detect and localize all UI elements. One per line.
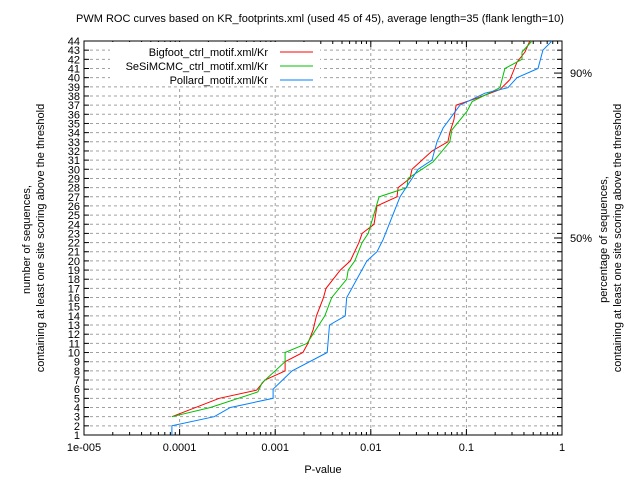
y-tick-label: 7 bbox=[74, 375, 80, 387]
y-tick-label: 20 bbox=[68, 256, 80, 268]
grid bbox=[84, 41, 562, 435]
x-tick-label: 1e-005 bbox=[67, 442, 101, 454]
y-axis-label-line-1: number of sequences, bbox=[21, 185, 33, 294]
legend-label-2: SeSiMCMC_ctrl_motif.xml/Kr bbox=[126, 61, 269, 73]
y-tick-label: 8 bbox=[74, 366, 80, 378]
y-tick-label: 41 bbox=[68, 63, 80, 75]
y-tick-label: 12 bbox=[68, 329, 80, 341]
y-tick-label: 31 bbox=[68, 155, 80, 167]
y-axis-label: number of sequences, containing at least… bbox=[21, 104, 47, 372]
y-tick-label: 32 bbox=[68, 146, 80, 158]
y-tick-label: 10 bbox=[68, 348, 80, 360]
y-tick-label: 9 bbox=[74, 357, 80, 369]
y-tick-label: 23 bbox=[68, 228, 80, 240]
y-tick-label: 39 bbox=[68, 82, 80, 94]
y-tick-label: 22 bbox=[68, 238, 80, 250]
y-tick-label: 11 bbox=[69, 338, 80, 350]
y-tick-label: 17 bbox=[68, 283, 80, 295]
y-tick-label: 42 bbox=[68, 54, 80, 66]
y-tick-label: 14 bbox=[68, 311, 80, 323]
y-tick-label: 26 bbox=[68, 201, 80, 213]
y2-tick-label: 90% bbox=[570, 68, 592, 80]
axes: 1234567891011121314151617181920212223242… bbox=[67, 36, 592, 454]
legend-label-1: Bigfoot_ctrl_motif.xml/Kr bbox=[149, 47, 269, 59]
y-tick-label: 1 bbox=[74, 430, 80, 442]
legend-label-3: Pollard_motif.xml/Kr bbox=[170, 75, 269, 87]
y2-axis-label: percentage of sequences, containing at l… bbox=[598, 104, 624, 372]
chart-title: PWM ROC curves based on KR_footprints.xm… bbox=[76, 13, 564, 25]
y-tick-label: 28 bbox=[68, 183, 80, 195]
y-tick-label: 30 bbox=[68, 164, 80, 176]
y-tick-label: 3 bbox=[74, 412, 80, 424]
y-tick-label: 34 bbox=[68, 128, 80, 140]
y-tick-label: 25 bbox=[68, 210, 80, 222]
legend: Bigfoot_ctrl_motif.xml/Kr SeSiMCMC_ctrl_m… bbox=[110, 42, 320, 87]
x-tick-label: 0.001 bbox=[261, 442, 289, 454]
y-tick-label: 33 bbox=[68, 137, 80, 149]
y-tick-label: 38 bbox=[68, 91, 80, 103]
y-tick-label: 15 bbox=[68, 302, 80, 314]
y-tick-label: 19 bbox=[68, 265, 80, 277]
y2-axis-label-line-2: containing at least one site scoring abo… bbox=[612, 104, 624, 372]
series-lines bbox=[171, 40, 553, 435]
y-tick-label: 44 bbox=[68, 36, 80, 48]
legend-background bbox=[110, 42, 320, 86]
y-tick-label: 2 bbox=[74, 421, 80, 433]
y-tick-label: 27 bbox=[68, 192, 80, 204]
x-tick-label: 0.01 bbox=[360, 442, 381, 454]
y-tick-label: 21 bbox=[68, 247, 80, 259]
y-tick-label: 16 bbox=[68, 293, 80, 305]
y-tick-label: 18 bbox=[68, 274, 80, 286]
y-tick-label: 13 bbox=[68, 320, 80, 332]
y2-axis-label-line-1: percentage of sequences, bbox=[598, 176, 610, 303]
x-tick-label: 0.1 bbox=[459, 442, 474, 454]
x-tick-label: 0.0001 bbox=[163, 442, 197, 454]
y-tick-label: 6 bbox=[74, 384, 80, 396]
y-tick-label: 36 bbox=[68, 109, 80, 121]
series-line-3 bbox=[171, 40, 553, 435]
x-axis-label: P-value bbox=[304, 464, 341, 476]
y-axis-label-line-2: containing at least one site scoring abo… bbox=[35, 104, 47, 372]
plot-border bbox=[83, 40, 563, 436]
y-tick-label: 29 bbox=[68, 173, 80, 185]
y-tick-label: 43 bbox=[68, 45, 80, 57]
y-tick-label: 5 bbox=[74, 393, 80, 405]
y2-tick-label: 50% bbox=[570, 233, 592, 245]
y-tick-label: 35 bbox=[68, 118, 80, 130]
y-tick-label: 37 bbox=[68, 100, 80, 112]
y-tick-label: 40 bbox=[68, 73, 80, 85]
y-tick-label: 4 bbox=[74, 403, 80, 415]
y-tick-label: 24 bbox=[68, 219, 80, 231]
x-tick-label: 1 bbox=[559, 442, 565, 454]
